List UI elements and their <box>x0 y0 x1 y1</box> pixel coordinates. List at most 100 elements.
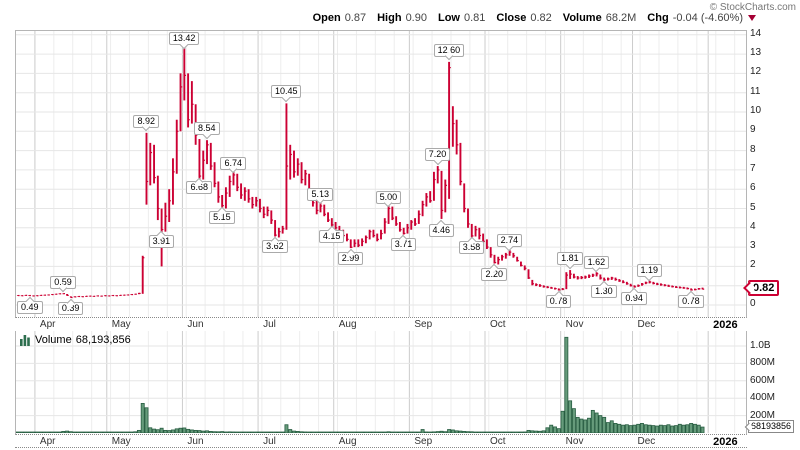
volume-axis-label: 400M <box>750 392 776 404</box>
quote-field-value: 0.81 <box>463 12 486 24</box>
stockcharts-credit-link[interactable]: © StockCharts.com <box>709 2 796 13</box>
quote-field-label: Low <box>437 12 460 24</box>
month-label-nov: Nov <box>565 319 584 330</box>
price-axis-label: 8 <box>750 143 756 155</box>
price-callout: 4.15 <box>318 229 345 243</box>
change-down-triangle-icon <box>748 15 756 21</box>
price-axis-label: 5 <box>750 201 756 213</box>
price-callout: 5.15 <box>209 210 235 224</box>
month-label-jul: Jul <box>263 319 276 330</box>
quote-field-value: 68.2M <box>605 12 637 24</box>
price-axis-label: 14 <box>750 27 762 39</box>
price-axis-label: 11 <box>750 85 761 97</box>
price-axis-label: 2 <box>750 259 756 271</box>
price-callout: 0.39 <box>57 302 84 316</box>
quote-field-value: 0.82 <box>530 12 552 24</box>
price-axis-label: 6 <box>750 182 756 194</box>
price-callout: 1.81 <box>557 252 583 266</box>
quote-field-close: Close 0.82 <box>496 12 551 24</box>
price-callout: 7.20 <box>424 148 451 162</box>
month-label-apr: Apr <box>39 319 56 330</box>
price-callout: 1.19 <box>636 264 663 278</box>
price-callout: 0.78 <box>678 294 704 308</box>
month-label-bottom-jun: Jun <box>187 436 204 447</box>
month-label-bottom-dec: Dec <box>637 436 656 447</box>
month-label-may: May <box>111 319 131 330</box>
price-callout: 0.94 <box>621 291 647 305</box>
volume-axis-label: 800M <box>750 357 776 369</box>
price-axis-label: 12 <box>750 66 762 78</box>
price-callout: 3.62 <box>262 240 288 254</box>
price-axis-label: 3 <box>750 240 756 252</box>
price-callout: 3.91 <box>148 234 175 248</box>
price-axis-label: 10 <box>750 105 762 116</box>
price-callout: 1.62 <box>583 255 610 269</box>
volume-axis-label: 1.0B <box>750 340 771 351</box>
last-volume-tag: 68193856 <box>748 420 795 434</box>
price-callout: 13.42 <box>168 32 200 45</box>
quote-field-value: 0.90 <box>405 12 427 24</box>
quote-field-label: Volume <box>562 12 602 24</box>
volume-title-value: 68,193,856 <box>75 334 131 346</box>
price-callout: 8.92 <box>133 114 160 128</box>
volume-title-label: Volume <box>35 334 72 346</box>
volume-bars-icon <box>20 334 30 346</box>
month-axis-strip: Apr May Jun Jul Aug Sep Oct Nov Dec 2026 <box>15 318 747 332</box>
month-label-aug: Aug <box>338 319 357 330</box>
quote-field-label: Close <box>496 12 527 24</box>
month-label-bottom-2026: 2026 <box>713 436 738 448</box>
month-label-oct: Oct <box>490 319 506 330</box>
price-callout: 8.54 <box>194 122 220 136</box>
quote-field-high: High 0.90 <box>377 12 427 24</box>
month-axis-strip-bottom: Apr May Jun Jul Aug Sep Oct Nov Dec 2026 <box>15 435 747 448</box>
price-callout: 0.59 <box>50 275 76 289</box>
quote-field-value: -0.04 (-4.60%) <box>672 12 743 24</box>
month-label-bottom-apr: Apr <box>39 436 56 447</box>
price-axis-label: 7 <box>750 162 756 174</box>
quote-field-label: High <box>377 12 402 24</box>
price-callout: 1.30 <box>591 284 617 298</box>
quote-field-volume: Volume 68.2M <box>563 12 637 24</box>
price-axis-label: 4 <box>750 220 756 232</box>
price-callout: 5.00 <box>375 190 402 204</box>
price-axis-label: 9 <box>750 124 756 136</box>
quote-field-value: 0.87 <box>344 12 367 24</box>
quote-summary-bar: Open 0.87 High 0.90 Low 0.81 Close 0.82 Volume 68… <box>302 12 756 24</box>
price-callout: 5.13 <box>307 187 333 201</box>
quote-field-low: Low 0.81 <box>438 12 485 24</box>
volume-axis-label: 600M <box>750 374 776 386</box>
price-callout: 3.71 <box>390 238 417 252</box>
volume-axis-label: 200M <box>750 409 776 421</box>
price-callout: 12.60 <box>433 43 465 57</box>
quote-field-label: Chg <box>647 12 669 24</box>
price-callout: 2.99 <box>337 252 364 266</box>
price-callout: 10.45 <box>270 85 302 99</box>
price-callout: 0.49 <box>17 300 43 314</box>
month-label-bottom-jul: Jul <box>263 436 276 447</box>
month-label-bottom-oct: Oct <box>490 436 506 447</box>
price-callout: 4.46 <box>428 223 455 237</box>
price-callout: 6.68 <box>186 181 212 195</box>
price-axis-label: 0 <box>750 298 756 309</box>
volume-panel-title: Volume 68,193,856 <box>20 334 131 346</box>
month-label-jun: Jun <box>187 319 204 330</box>
month-label-bottom-may: May <box>111 436 131 447</box>
month-label-bottom-aug: Aug <box>338 436 357 447</box>
month-label-bottom-nov: Nov <box>565 436 584 447</box>
month-label-2026: 2026 <box>713 319 738 331</box>
price-callout: 2.74 <box>496 234 523 248</box>
quote-field-chg: Chg -0.04 (-4.60%) <box>647 12 743 24</box>
price-callout: 2.20 <box>481 267 507 281</box>
price-axis-label: 13 <box>750 47 762 59</box>
quote-field-open: Open 0.87 <box>313 12 367 24</box>
month-label-bottom-sep: Sep <box>414 436 433 447</box>
month-label-sep: Sep <box>414 319 433 330</box>
last-price-tag: 0.82 <box>748 280 780 297</box>
month-label-dec: Dec <box>637 319 656 330</box>
volume-panel: Volume 68,193,856 <box>15 331 747 435</box>
price-callout: 0.78 <box>545 294 572 308</box>
volume-chart <box>16 331 746 433</box>
quote-field-label: Open <box>312 12 341 24</box>
price-chart <box>16 31 746 317</box>
